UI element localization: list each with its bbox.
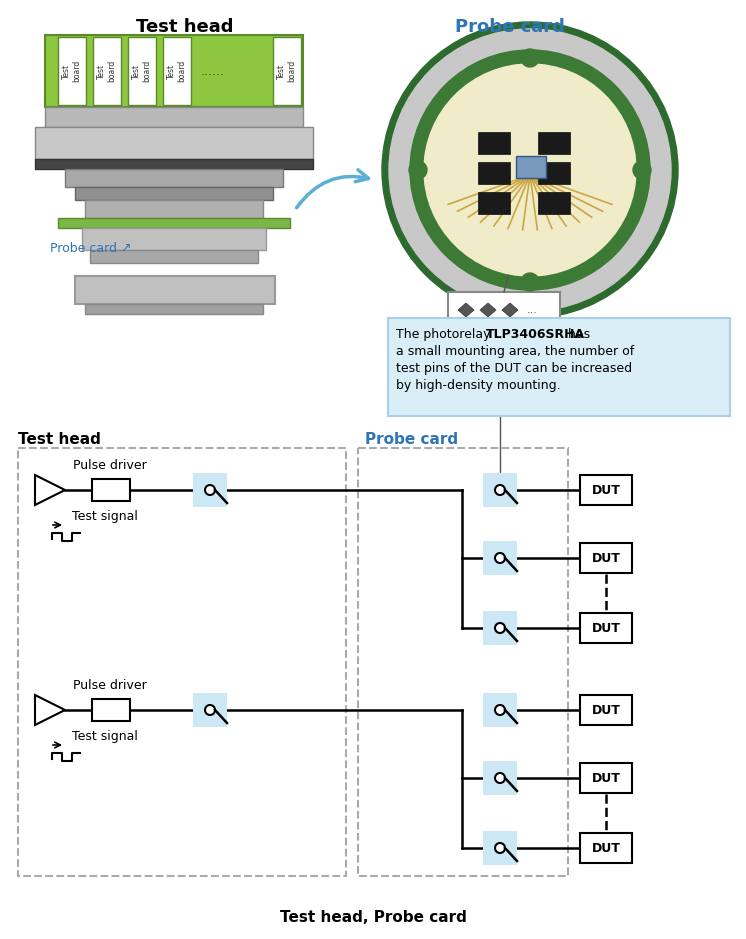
Bar bbox=[580, 833, 632, 863]
Bar bbox=[58, 37, 86, 105]
Text: Test signal: Test signal bbox=[72, 730, 138, 743]
Text: Pulse driver: Pulse driver bbox=[73, 459, 147, 472]
FancyArrowPatch shape bbox=[297, 170, 369, 208]
Text: DUT: DUT bbox=[592, 484, 621, 497]
Circle shape bbox=[410, 50, 650, 290]
Polygon shape bbox=[480, 325, 496, 339]
Text: Test head: Test head bbox=[18, 432, 101, 447]
Bar bbox=[163, 37, 191, 105]
Bar bbox=[75, 276, 275, 304]
Bar bbox=[45, 107, 303, 127]
Text: DUT: DUT bbox=[592, 551, 621, 564]
Bar bbox=[58, 218, 290, 228]
Circle shape bbox=[205, 705, 215, 715]
Bar bbox=[538, 162, 570, 184]
Bar bbox=[35, 127, 313, 159]
Circle shape bbox=[495, 623, 505, 633]
Bar bbox=[478, 162, 510, 184]
Bar bbox=[93, 37, 121, 105]
Circle shape bbox=[633, 161, 651, 179]
Circle shape bbox=[521, 49, 539, 67]
Text: DUT: DUT bbox=[592, 772, 621, 784]
Bar bbox=[75, 187, 273, 200]
Bar bbox=[483, 693, 517, 727]
Text: has: has bbox=[564, 328, 590, 341]
Bar bbox=[538, 132, 570, 154]
Text: TLP3406SRHA: TLP3406SRHA bbox=[486, 328, 585, 341]
Text: test pins of the DUT can be increased: test pins of the DUT can be increased bbox=[396, 362, 632, 375]
Bar bbox=[85, 304, 263, 314]
Text: ......: ...... bbox=[201, 65, 225, 78]
Polygon shape bbox=[502, 303, 518, 317]
Text: Test
board: Test board bbox=[63, 60, 82, 82]
Text: Test head, Probe card: Test head, Probe card bbox=[280, 910, 466, 925]
Bar bbox=[128, 37, 156, 105]
Bar bbox=[483, 761, 517, 795]
Circle shape bbox=[205, 485, 215, 495]
Circle shape bbox=[495, 485, 505, 495]
Text: by high-density mounting.: by high-density mounting. bbox=[396, 379, 561, 392]
Polygon shape bbox=[480, 303, 496, 317]
Text: Test signal: Test signal bbox=[72, 510, 138, 523]
Bar bbox=[483, 473, 517, 507]
Bar bbox=[516, 156, 546, 178]
Text: DUT: DUT bbox=[592, 622, 621, 635]
Polygon shape bbox=[458, 303, 474, 317]
Bar bbox=[483, 611, 517, 645]
Text: Probe card ↗: Probe card ↗ bbox=[50, 241, 131, 254]
Bar bbox=[273, 37, 301, 105]
Bar bbox=[388, 318, 730, 416]
Bar bbox=[45, 35, 303, 107]
Bar bbox=[65, 169, 283, 187]
Polygon shape bbox=[35, 475, 65, 505]
Polygon shape bbox=[502, 325, 518, 339]
Text: ...: ... bbox=[527, 305, 537, 315]
Bar bbox=[35, 159, 313, 169]
Bar bbox=[483, 831, 517, 865]
Text: Pulse driver: Pulse driver bbox=[73, 679, 147, 692]
Bar bbox=[580, 763, 632, 793]
Polygon shape bbox=[35, 695, 65, 725]
Circle shape bbox=[389, 29, 671, 311]
Text: DUT: DUT bbox=[592, 841, 621, 854]
Text: Probe card: Probe card bbox=[455, 18, 565, 36]
Bar bbox=[82, 228, 266, 250]
Circle shape bbox=[495, 773, 505, 783]
Bar bbox=[580, 613, 632, 643]
Bar bbox=[85, 200, 263, 218]
Bar bbox=[478, 132, 510, 154]
Circle shape bbox=[495, 705, 505, 715]
Bar bbox=[580, 475, 632, 505]
Text: Test
board: Test board bbox=[132, 60, 151, 82]
Bar bbox=[92, 479, 130, 501]
Bar bbox=[358, 448, 568, 876]
Bar bbox=[193, 693, 227, 727]
Bar bbox=[478, 192, 510, 214]
Polygon shape bbox=[458, 325, 474, 339]
Text: The photorelay: The photorelay bbox=[396, 328, 495, 341]
Bar bbox=[580, 695, 632, 725]
Text: DUT: DUT bbox=[592, 703, 621, 716]
Circle shape bbox=[495, 553, 505, 563]
Bar bbox=[90, 250, 258, 263]
Text: a small mounting area, the number of: a small mounting area, the number of bbox=[396, 345, 634, 358]
Bar bbox=[538, 192, 570, 214]
Text: Test
board: Test board bbox=[278, 60, 297, 82]
Circle shape bbox=[382, 22, 678, 318]
Circle shape bbox=[424, 64, 636, 276]
Text: ...: ... bbox=[527, 327, 537, 337]
Text: Test head: Test head bbox=[137, 18, 233, 36]
Bar bbox=[448, 292, 560, 360]
Bar bbox=[580, 543, 632, 573]
Text: Probe card: Probe card bbox=[365, 432, 458, 447]
Bar bbox=[18, 448, 346, 876]
Bar bbox=[92, 699, 130, 721]
Circle shape bbox=[409, 161, 427, 179]
Text: Test
board: Test board bbox=[97, 60, 116, 82]
Bar bbox=[193, 473, 227, 507]
Circle shape bbox=[521, 273, 539, 291]
Bar bbox=[483, 541, 517, 575]
Circle shape bbox=[495, 843, 505, 853]
Text: Test
board: Test board bbox=[167, 60, 186, 82]
